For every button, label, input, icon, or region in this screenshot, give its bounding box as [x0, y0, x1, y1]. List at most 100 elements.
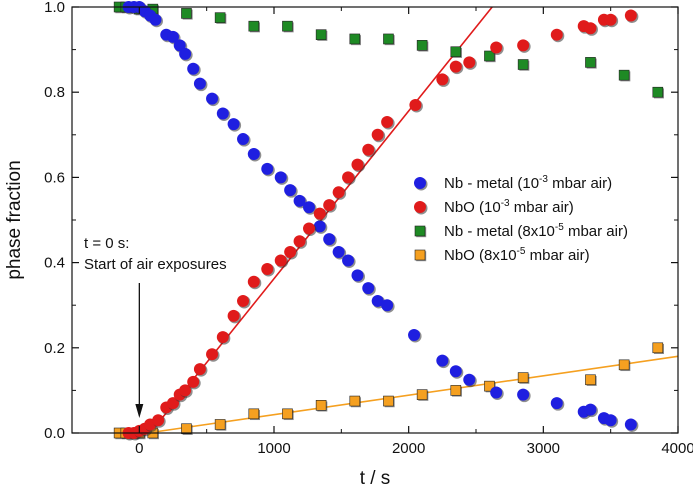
data-point [381, 116, 394, 129]
data-point [409, 98, 422, 111]
data-point [604, 414, 617, 427]
y-tick-label: 0.6 [44, 169, 65, 186]
data-point [550, 28, 563, 41]
data-point [214, 12, 226, 23]
data-point [303, 222, 316, 235]
legend-label: Nb - metal (10-3 mbar air) [444, 174, 612, 192]
data-point [490, 386, 503, 399]
data-point [624, 9, 637, 22]
data-point [618, 69, 630, 81]
data-point [362, 282, 375, 295]
data-point [261, 162, 274, 175]
axis-ticks: 0 1000 2000 3000 4000 0.0 0.2 0.4 0.6 0.8 1.0 [44, 0, 693, 457]
legend-marker [414, 225, 426, 237]
data-point [284, 245, 297, 258]
data-point [584, 22, 597, 35]
y-tick-label: 0.8 [44, 84, 65, 101]
legend: Nb - metal (10-3 mbar air) NbO (10-3 mbar… [414, 174, 628, 264]
data-point [282, 408, 293, 420]
x-tick-label: 0 [135, 440, 143, 457]
data-point [584, 403, 597, 416]
legend-label: Nb - metal (8x10-5 mbar air) [444, 222, 628, 240]
data-point [214, 419, 226, 430]
data-point [206, 92, 219, 105]
data-point [167, 397, 179, 410]
data-point [187, 62, 200, 75]
x-tick-label: 1000 [257, 440, 290, 457]
data-point [293, 235, 306, 248]
legend-marker [414, 249, 426, 261]
data-point [179, 47, 192, 60]
data-point [408, 329, 421, 342]
data-point [149, 13, 162, 26]
data-point [449, 365, 462, 378]
legend-label: NbO (8x10-5 mbar air) [444, 246, 590, 264]
data-point [193, 77, 206, 90]
data-point [342, 254, 355, 267]
data-point [517, 388, 530, 401]
data-point [206, 348, 219, 361]
data-point [362, 143, 375, 156]
data-point [517, 59, 529, 70]
data-point [604, 13, 617, 26]
data-point [652, 86, 664, 98]
data-point [152, 414, 165, 427]
data-point [371, 294, 384, 307]
data-point [313, 207, 326, 220]
data-point [181, 423, 192, 435]
data-point [187, 375, 200, 388]
data-point [237, 133, 250, 146]
data-point [227, 309, 240, 322]
data-point [351, 158, 364, 171]
data-point [248, 408, 260, 420]
data-points [113, 1, 664, 441]
x-axis-title: t / s [360, 468, 391, 489]
y-tick-label: 0.0 [44, 425, 65, 442]
data-point [416, 389, 428, 400]
y-axis-title: phase fraction [4, 160, 25, 279]
data-point [284, 184, 297, 197]
data-point [313, 220, 326, 233]
data-point [416, 40, 428, 51]
data-point [227, 118, 240, 131]
data-point [179, 384, 192, 397]
x-tick-label: 4000 [661, 440, 693, 457]
data-point [315, 400, 327, 411]
data-point [618, 359, 630, 371]
data-point [383, 33, 394, 45]
legend-label: NbO (10-3 mbar air) [444, 198, 574, 216]
data-point [282, 20, 293, 32]
data-point [237, 294, 250, 307]
y-tick-label: 1.0 [44, 0, 65, 16]
data-point [216, 331, 229, 344]
data-point [585, 374, 596, 386]
y-tick-label: 0.2 [44, 340, 65, 357]
data-point [652, 342, 664, 354]
data-point [247, 147, 260, 160]
data-point [173, 39, 186, 52]
data-point [383, 395, 394, 407]
data-point [248, 20, 260, 32]
data-point [484, 50, 495, 62]
data-point [274, 171, 287, 184]
data-point [436, 73, 449, 86]
data-point [381, 299, 394, 312]
data-point [261, 262, 274, 275]
data-point [216, 107, 229, 120]
legend-marker [414, 201, 426, 213]
data-point [315, 29, 327, 40]
data-point [293, 194, 306, 207]
data-point [332, 186, 345, 199]
data-point [490, 41, 503, 54]
data-point [349, 33, 361, 45]
annotation-line-2: Start of air exposures [84, 256, 227, 273]
data-point [247, 275, 260, 288]
data-point [323, 199, 336, 212]
annotation-arrowhead [135, 404, 144, 418]
data-point [585, 57, 596, 68]
data-point [450, 385, 462, 396]
data-point [450, 46, 462, 58]
data-point [332, 245, 345, 258]
data-point [484, 380, 495, 392]
